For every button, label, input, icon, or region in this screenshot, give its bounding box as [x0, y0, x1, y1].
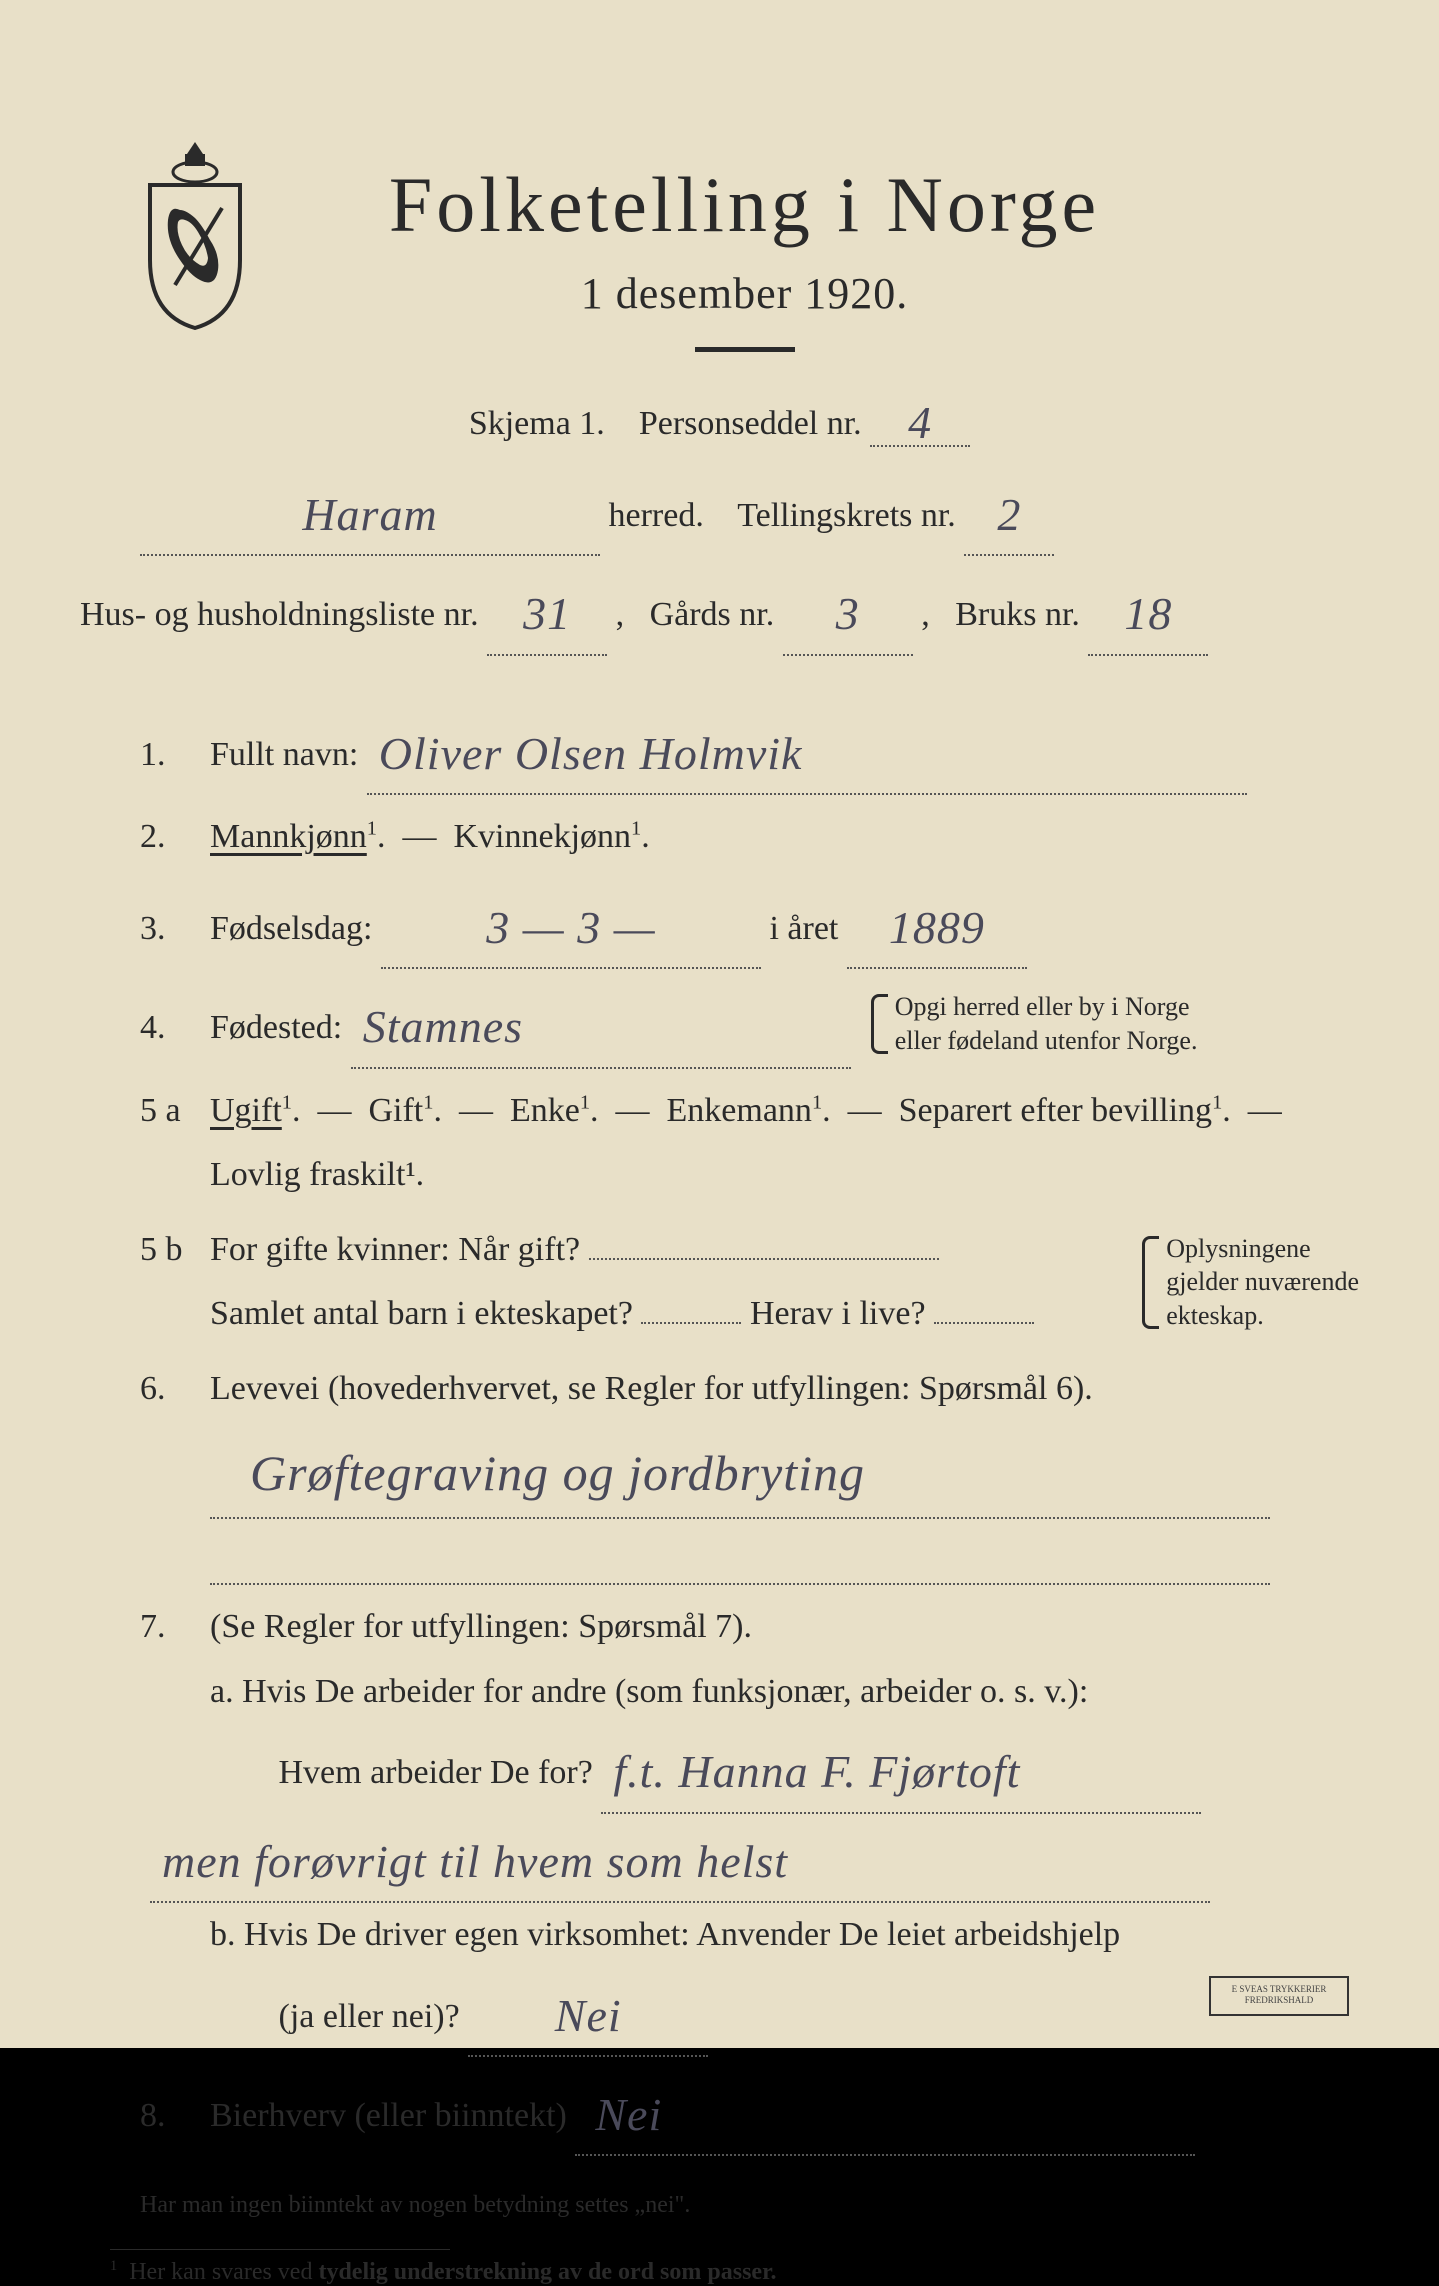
main-title: Folketelling i Norge [300, 160, 1189, 250]
q8-value: Nei [595, 2089, 662, 2140]
subtitle: 1 desember 1920. [300, 268, 1189, 319]
q5a-num: 5 a [140, 1092, 210, 1130]
q5b-l2a: Samlet antal barn i ekteskapet? [210, 1295, 633, 1332]
footnote-rule [110, 2249, 450, 2250]
q7a-sub: Hvem arbeider De for? [279, 1754, 593, 1791]
title-rule [695, 347, 795, 352]
q5b-note: Oplysningene gjelder nuværende ekteskap. [1142, 1232, 1359, 1333]
q8: 8. Bierhverv (eller biinntekt) Nei [140, 2067, 1359, 2156]
coat-of-arms-icon [130, 140, 260, 330]
q4: 4. Fødested: Stamnes Opgi herred eller b… [140, 979, 1359, 1068]
q6-label: Levevei (hovederhvervet, se Regler for u… [210, 1370, 1093, 1407]
personseddel-label: Personseddel nr. [639, 405, 862, 442]
tellingskrets-label: Tellingskrets nr. [737, 497, 956, 534]
q3-year: 1889 [889, 902, 985, 953]
q2-num: 2. [140, 818, 210, 856]
q2-kvinne: Kvinnekjønn [453, 818, 631, 855]
q7-label: (Se Regler for utfyllingen: Spørsmål 7). [210, 1608, 752, 1645]
q5b-note-l1: Oplysningene [1166, 1234, 1310, 1263]
q1-value: Oliver Olsen Holmvik [379, 728, 803, 779]
q2: 2. Mannkjønn1. — Kvinnekjønn1. [140, 805, 1359, 870]
header: Folketelling i Norge 1 desember 1920. [80, 140, 1359, 352]
q4-label: Fødested: [210, 1009, 342, 1046]
q6: 6. Levevei (hovederhvervet, se Regler fo… [140, 1357, 1359, 1585]
gards-label: Gårds nr. [650, 596, 775, 633]
personseddel-nr: 4 [908, 397, 932, 448]
q2-mann: Mannkjønn [210, 818, 367, 855]
q3: 3. Fødselsdag: 3 — 3 — i året 1889 [140, 880, 1359, 969]
gards-nr: 3 [836, 588, 860, 639]
q7b-sub: (ja eller nei)? [279, 1998, 460, 2035]
herred-label: herred. [609, 497, 704, 534]
footnote-1: Har man ingen biinntekt av nogen betydni… [140, 2192, 1359, 2219]
q6-value: Grøftegraving og jordbryting [250, 1445, 865, 1501]
q7a-value2: men forøvrigt til hvem som helst [162, 1836, 788, 1887]
title-group: Folketelling i Norge 1 desember 1920. [300, 140, 1359, 352]
husliste-line: Hus- og husholdningsliste nr. 31 , Gårds… [80, 566, 1359, 655]
q4-note-l1: Opgi herred eller by i Norge [895, 992, 1190, 1021]
q5a-opts2: Lovlig fraskilt¹. [210, 1156, 424, 1193]
herred-name: Haram [302, 489, 437, 540]
q4-note-l2: eller fødeland utenfor Norge. [895, 1026, 1198, 1055]
q5b-note-l2: gjelder nuværende [1166, 1267, 1359, 1296]
footnote-2: 1 Her kan svares ved tydelig understrekn… [110, 2258, 1359, 2286]
q5b-num: 5 b [140, 1231, 210, 1269]
q5b: 5 b For gifte kvinner: Når gift? Samlet … [140, 1218, 1359, 1347]
q6-num: 6. [140, 1370, 210, 1408]
husliste-nr: 31 [523, 588, 571, 639]
q1-num: 1. [140, 736, 210, 774]
q8-label: Bierhverv (eller biinntekt) [210, 2097, 567, 2134]
tellingskrets-nr: 2 [997, 489, 1021, 540]
q5b-l1: For gifte kvinner: Når gift? [210, 1231, 580, 1268]
q4-num: 4. [140, 1009, 210, 1047]
q3-num: 3. [140, 910, 210, 948]
q3-yearlabel: i året [769, 910, 838, 947]
q7b-value: Nei [555, 1990, 622, 2041]
q7a-label: a. Hvis De arbeider for andre (som funks… [210, 1673, 1088, 1710]
skjema-label: Skjema 1. [469, 405, 605, 442]
bruks-label: Bruks nr. [955, 596, 1080, 633]
q4-note: Opgi herred eller by i Norge eller fødel… [871, 990, 1198, 1058]
q1: 1. Fullt navn: Oliver Olsen Holmvik [140, 706, 1359, 795]
q5b-note-l3: ekteskap. [1166, 1301, 1263, 1330]
census-form-page: Folketelling i Norge 1 desember 1920. Sk… [0, 0, 1439, 2048]
q5a: 5 a Ugift1. — Gift1. — Enke1. — Enkemann… [140, 1079, 1359, 1208]
archive-stamp: E SVEAS TRYKKERIERFREDRIKSHALD [1209, 1976, 1349, 2016]
q7-num: 7. [140, 1608, 210, 1646]
q3-label: Fødselsdag: [210, 910, 372, 947]
bruks-nr: 18 [1124, 588, 1172, 639]
q5b-l2b: Herav i live? [750, 1295, 926, 1332]
q3-daymonth: 3 — 3 — [486, 902, 655, 953]
skjema-line: Skjema 1. Personseddel nr. 4 [80, 392, 1359, 447]
herred-line: Haram herred. Tellingskrets nr. 2 [140, 467, 1359, 556]
q8-num: 8. [140, 2097, 210, 2135]
q1-label: Fullt navn: [210, 736, 358, 773]
q7: 7. (Se Regler for utfyllingen: Spørsmål … [140, 1595, 1359, 2057]
husliste-label: Hus- og husholdningsliste nr. [80, 596, 479, 633]
q4-value: Stamnes [363, 1001, 523, 1052]
q7b-label: b. Hvis De driver egen virksomhet: Anven… [210, 1916, 1120, 1953]
q7a-value1: f.t. Hanna F. Fjørtoft [613, 1746, 1020, 1797]
